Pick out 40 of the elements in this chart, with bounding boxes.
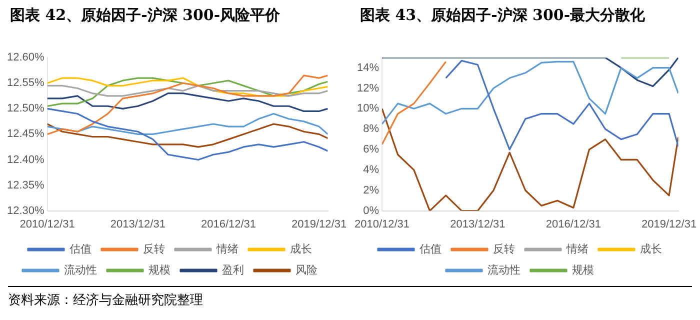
- legend-label: 流动性: [64, 264, 97, 277]
- y-tick-label: 12.30%: [6, 204, 45, 217]
- x-tick-label: 2013/12/31: [110, 218, 166, 230]
- y-tick-label: 12.55%: [6, 77, 45, 90]
- y-tick-label: 12.60%: [6, 52, 45, 64]
- x-tick-label: 2010/12/31: [354, 218, 410, 230]
- y-tick-label: 2%: [363, 184, 380, 196]
- y-tick-label: 10%: [356, 102, 380, 115]
- y-tick-label: 14%: [356, 62, 380, 74]
- x-tick-label: 2019/12/31: [642, 218, 697, 230]
- legend-label: 反转: [493, 242, 515, 256]
- y-tick-label: 8%: [363, 123, 380, 136]
- y-tick-label: 4%: [363, 164, 380, 176]
- y-tick-label: 6%: [363, 144, 380, 156]
- legend-label: 成长: [640, 242, 662, 256]
- legend-label: 估值: [420, 244, 442, 256]
- y-tick-label: 12.45%: [6, 128, 45, 140]
- x-tick-label: 2010/12/31: [20, 218, 75, 230]
- legend-label: 情绪: [216, 242, 238, 256]
- y-tick-label: 0%: [363, 204, 380, 217]
- legend-label: 规模: [572, 264, 594, 277]
- y-tick-label: 12.40%: [6, 154, 45, 166]
- legend-label: 规模: [148, 264, 170, 277]
- x-tick-label: 2019/12/31: [292, 218, 347, 230]
- text: 资料来源：经济与金融研究院整理: [8, 292, 204, 309]
- y-tick-label: 12.50%: [6, 102, 45, 115]
- legend-label: 情绪: [566, 242, 588, 256]
- chart-title: 图表 43、原始因子-沪深 300-最大分散化: [359, 5, 646, 26]
- legend-label: 风险: [296, 264, 318, 277]
- legend-label: 流动性: [488, 264, 520, 277]
- legend-label: 估值: [70, 244, 92, 256]
- x-tick-label: 2016/12/31: [546, 218, 601, 230]
- legend-label: 反转: [143, 242, 165, 256]
- x-tick-label: 2016/12/31: [200, 218, 256, 230]
- x-tick-label: 2013/12/31: [450, 218, 506, 230]
- chart-title: 图表 42、原始因子-沪深 300-风险平价: [9, 5, 282, 26]
- y-tick-label: 12.35%: [6, 179, 45, 192]
- legend-label: 盈利: [222, 264, 244, 277]
- y-tick-label: 12%: [356, 82, 380, 94]
- legend-label: 成长: [290, 242, 312, 256]
